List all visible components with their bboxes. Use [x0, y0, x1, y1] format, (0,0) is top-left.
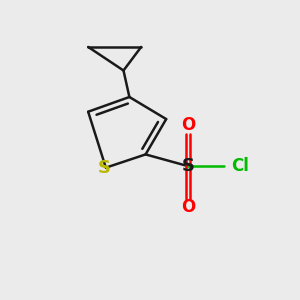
Text: S: S — [182, 157, 195, 175]
Text: S: S — [98, 159, 111, 177]
Text: Cl: Cl — [231, 157, 249, 175]
Text: O: O — [181, 116, 195, 134]
Text: O: O — [181, 198, 195, 216]
